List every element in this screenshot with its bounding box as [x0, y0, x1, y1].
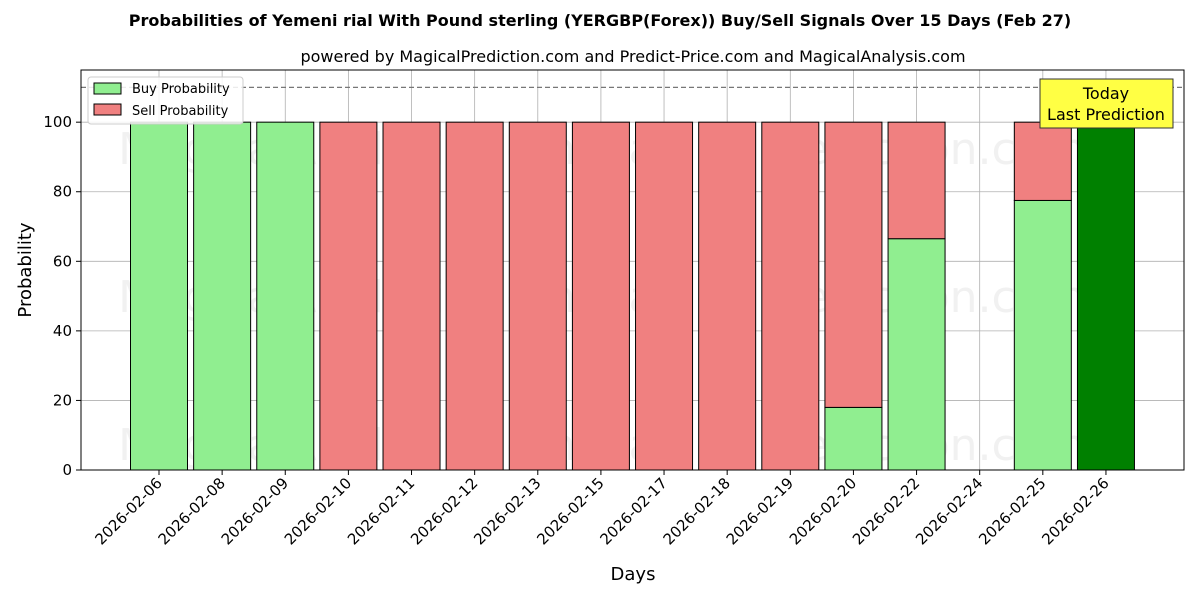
- bar-buy: [256, 121, 315, 471]
- bar-buy: [1013, 199, 1072, 471]
- x-tick-label: 2026-02-09: [218, 474, 292, 548]
- bar-sell: [635, 121, 694, 471]
- bar-sell: [887, 121, 946, 240]
- x-tick-label: 2026-02-12: [407, 474, 481, 548]
- legend-swatch-sell: [93, 103, 122, 116]
- x-tick-label: 2026-02-06: [91, 474, 165, 548]
- plot-frame: [80, 69, 1185, 471]
- y-tick-label: 0: [62, 461, 72, 479]
- y-ticks: 0 20 40 60 80 100: [43, 113, 81, 479]
- x-tick-label: 2026-02-13: [470, 474, 544, 548]
- annotation-box: [1039, 78, 1174, 129]
- x-ticks: 2026-02-062026-02-082026-02-092026-02-10…: [91, 470, 1113, 548]
- bar-sell: [319, 121, 378, 471]
- bar-sell: [1013, 121, 1072, 201]
- bar-sell: [508, 121, 567, 471]
- y-tick-label: 60: [53, 252, 72, 270]
- bar-buy: [824, 406, 883, 471]
- bar-buy: [1076, 121, 1135, 471]
- x-tick-label: 2026-02-24: [912, 474, 986, 548]
- bar-sell: [761, 121, 820, 471]
- x-tick-label: 2026-02-25: [975, 474, 1049, 548]
- legend-label-buy: Buy Probability: [132, 82, 230, 97]
- chart-subtitle: powered by MagicalPrediction.com and Pre…: [300, 47, 965, 66]
- annotation-line-1: Today: [1082, 84, 1129, 103]
- y-tick-label: 80: [53, 183, 72, 201]
- x-tick-label: 2026-02-08: [155, 474, 229, 548]
- bar-buy: [887, 238, 946, 471]
- bar-sell: [571, 121, 630, 471]
- bar-buy: [130, 121, 188, 471]
- x-tick-label: 2026-02-22: [849, 474, 923, 548]
- x-tick-label: 2026-02-19: [723, 474, 797, 548]
- annotation-line-2: Last Prediction: [1047, 105, 1165, 124]
- bar-sell: [698, 121, 757, 471]
- x-tick-label: 2026-02-15: [533, 474, 607, 548]
- x-tick-label: 2026-02-26: [1038, 474, 1112, 548]
- bar-sell: [382, 121, 441, 471]
- today-annotation: Today Last Prediction: [1039, 78, 1174, 129]
- bars: [130, 121, 1135, 471]
- legend: Buy Probability Sell Probability: [87, 76, 244, 125]
- y-tick-label: 100: [43, 113, 72, 131]
- bar-sell: [824, 121, 883, 408]
- bar-buy: [193, 121, 252, 471]
- legend-label-sell: Sell Probability: [132, 104, 229, 119]
- x-tick-label: 2026-02-11: [344, 474, 418, 548]
- legend-frame: [87, 76, 244, 125]
- y-axis-label: Probability: [15, 222, 36, 317]
- chart-title: Probabilities of Yemeni rial With Pound …: [129, 11, 1071, 30]
- x-tick-label: 2026-02-17: [596, 474, 670, 548]
- x-tick-label: 2026-02-10: [281, 474, 355, 548]
- y-tick-label: 40: [53, 322, 72, 340]
- x-tick-label: 2026-02-20: [786, 474, 860, 548]
- legend-swatch-buy: [93, 82, 122, 95]
- y-tick-label: 20: [53, 391, 72, 409]
- x-tick-label: 2026-02-18: [660, 474, 734, 548]
- x-axis-label: Days: [611, 564, 656, 585]
- bar-sell: [445, 121, 504, 471]
